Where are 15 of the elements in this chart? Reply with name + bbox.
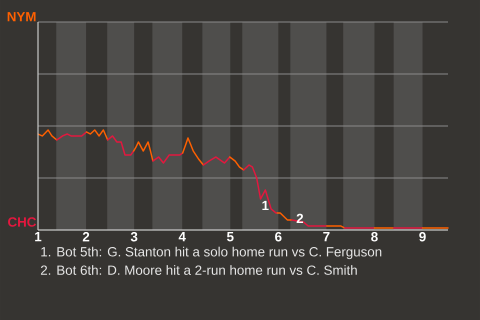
annotation: 2	[296, 214, 304, 224]
x-tick-label: 6	[275, 232, 282, 242]
text: NYM	[8, 12, 36, 22]
x-tick-label: 5	[226, 232, 234, 242]
x-tick-label: 8	[371, 232, 378, 242]
text: 2. Bot 6th: D. Moore hit a 2-run home run vs C. Smith	[40, 265, 357, 275]
x-tick-label: 2	[82, 232, 90, 242]
x-tick-label: 9	[419, 232, 426, 242]
x-tick-label: 7	[323, 232, 330, 242]
annotation: 1	[262, 200, 269, 210]
x-tick-label: 3	[130, 232, 138, 242]
text: 1. Bot 5th: G. Stanton hit a solo home run vs C. Ferguson	[41, 246, 382, 260]
text: CHC	[8, 217, 36, 227]
x-tick-label: 4	[178, 232, 186, 242]
x-tick-label: 1	[35, 232, 42, 242]
